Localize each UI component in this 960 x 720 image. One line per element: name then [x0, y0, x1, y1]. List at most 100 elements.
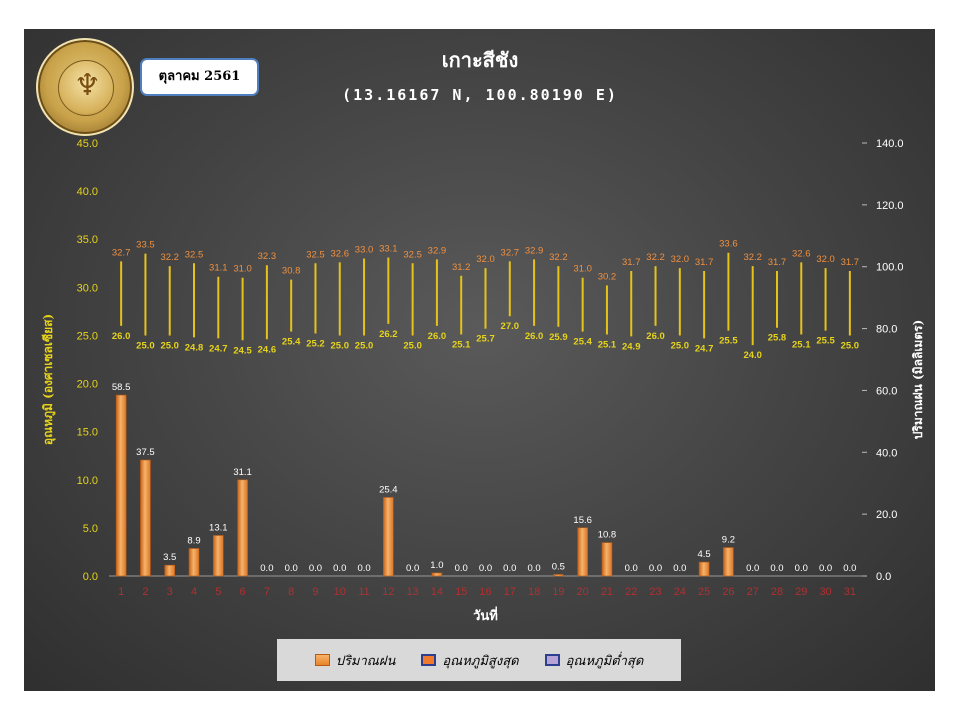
rain-value-label: 0.0 — [406, 563, 419, 574]
left-axis-tick-label: 45.0 — [77, 138, 98, 150]
min-temp-label: 24.6 — [258, 344, 277, 355]
legend-item-min: อุณหภูมิต่ำสุด — [544, 650, 644, 671]
x-axis-tick-label: 29 — [795, 586, 807, 598]
rain-value-label: 0.0 — [260, 563, 273, 574]
min-temp-label: 24.9 — [622, 341, 641, 352]
min-temp-label: 24.8 — [185, 342, 204, 353]
left-axis-title: อุณหภูมิ (องศาเซลเซียส) — [41, 314, 56, 445]
left-axis-tick-label: 25.0 — [77, 330, 98, 342]
max-temp-label: 31.7 — [622, 257, 641, 268]
max-temp-label: 31.7 — [768, 257, 787, 268]
left-axis-tick-label: 30.0 — [77, 282, 98, 294]
x-axis-tick-label: 12 — [382, 586, 394, 598]
x-axis-tick-label: 14 — [431, 586, 443, 598]
min-temp-label: 24.0 — [743, 350, 762, 361]
x-axis-title: วันที่ — [473, 606, 498, 624]
rain-value-label: 9.2 — [722, 535, 735, 546]
min-temp-label: 26.0 — [646, 331, 665, 342]
rain-value-label: 4.5 — [698, 549, 711, 560]
min-temp-label: 25.8 — [768, 333, 787, 344]
min-temp-swatch-icon — [544, 654, 560, 666]
rain-value-label: 0.0 — [527, 563, 540, 574]
min-temp-label: 25.1 — [452, 339, 471, 350]
max-temp-label: 32.9 — [525, 245, 544, 256]
meteorological-department-seal: ♆ — [36, 38, 134, 136]
min-temp-label: 25.4 — [573, 337, 592, 348]
max-temp-label: 32.3 — [258, 251, 277, 262]
max-temp-label: 32.7 — [112, 247, 131, 258]
rain-value-label: 0.0 — [309, 563, 322, 574]
right-axis-tick-label: 40.0 — [876, 447, 897, 459]
rain-value-label: 0.0 — [503, 563, 516, 574]
x-axis-tick-label: 5 — [215, 586, 221, 598]
max-temp-label: 32.0 — [671, 254, 690, 265]
max-temp-label: 32.9 — [428, 245, 447, 256]
max-temp-label: 32.6 — [792, 248, 811, 259]
min-temp-label: 25.5 — [816, 336, 835, 347]
chart-panel — [24, 29, 935, 691]
max-temp-label: 33.0 — [355, 244, 374, 255]
x-axis-tick-label: 31 — [844, 586, 856, 598]
right-axis-tick-label: 80.0 — [876, 324, 897, 336]
x-axis-tick-label: 8 — [288, 586, 294, 598]
max-temp-label: 32.0 — [816, 254, 835, 265]
right-axis-tick-label: 140.0 — [876, 138, 904, 150]
rain-bar — [115, 394, 127, 577]
min-temp-label: 26.0 — [112, 331, 131, 342]
right-axis-tick-label: 0.0 — [876, 571, 891, 583]
min-temp-label: 24.5 — [233, 345, 252, 356]
rain-value-label: 15.6 — [573, 515, 592, 526]
rain-value-label: 10.8 — [598, 530, 617, 541]
rain-bar — [237, 479, 248, 577]
min-temp-label: 25.0 — [355, 340, 374, 351]
x-axis-tick-label: 20 — [577, 586, 589, 598]
x-axis-tick-label: 17 — [504, 586, 516, 598]
x-axis-tick-label: 26 — [722, 586, 734, 598]
min-temp-label: 25.7 — [476, 334, 495, 345]
legend-rain-label: ปริมาณฝน — [335, 653, 396, 669]
x-axis-tick-label: 3 — [167, 586, 173, 598]
x-axis-tick-label: 7 — [264, 586, 270, 598]
rain-value-label: 0.0 — [843, 563, 856, 574]
rain-value-label: 37.5 — [136, 447, 155, 458]
month-label: ตุลาคม 2561 — [140, 58, 259, 96]
rain-bar — [723, 547, 734, 577]
min-temp-label: 27.0 — [501, 321, 520, 332]
max-temp-swatch-icon — [421, 654, 437, 666]
x-axis-tick-label: 21 — [601, 586, 613, 598]
min-temp-label: 26.2 — [379, 329, 398, 340]
max-temp-label: 32.2 — [743, 252, 762, 263]
rain-value-label: 0.0 — [746, 563, 759, 574]
rain-value-label: 0.5 — [552, 561, 565, 572]
right-axis-tick-label: 20.0 — [876, 509, 897, 521]
x-axis-tick-label: 22 — [625, 586, 637, 598]
max-temp-label: 32.5 — [185, 249, 204, 260]
min-temp-label: 26.0 — [525, 331, 544, 342]
max-temp-label: 31.1 — [209, 263, 228, 274]
x-axis-tick-label: 19 — [552, 586, 564, 598]
left-axis-tick-label: 35.0 — [77, 234, 98, 246]
min-temp-label: 25.2 — [306, 339, 325, 350]
x-axis-tick-label: 16 — [479, 586, 491, 598]
rain-value-label: 0.0 — [625, 563, 638, 574]
x-axis-tick-label: 2 — [142, 586, 148, 598]
left-axis-tick-label: 10.0 — [77, 475, 98, 487]
right-axis-tick-label: 120.0 — [876, 200, 904, 212]
rain-bar — [698, 561, 710, 577]
max-temp-label: 33.1 — [379, 244, 398, 255]
max-temp-label: 32.6 — [331, 248, 350, 259]
rain-value-label: 0.0 — [357, 563, 370, 574]
rain-value-label: 0.0 — [795, 563, 808, 574]
left-axis-tick-label: 15.0 — [77, 427, 98, 439]
x-axis-tick-label: 23 — [649, 586, 661, 598]
max-temp-label: 30.2 — [598, 271, 617, 282]
max-temp-label: 32.7 — [501, 247, 520, 258]
legend-min-label: อุณหภูมิต่ำสุด — [565, 653, 644, 669]
left-axis-tick-label: 0.0 — [83, 571, 98, 583]
seal-emblem — [58, 60, 114, 116]
rain-value-label: 3.5 — [163, 552, 176, 563]
min-temp-label: 24.7 — [695, 343, 714, 354]
max-temp-label: 32.2 — [160, 252, 179, 263]
rain-value-label: 0.0 — [649, 563, 662, 574]
max-temp-label: 33.5 — [136, 240, 155, 251]
